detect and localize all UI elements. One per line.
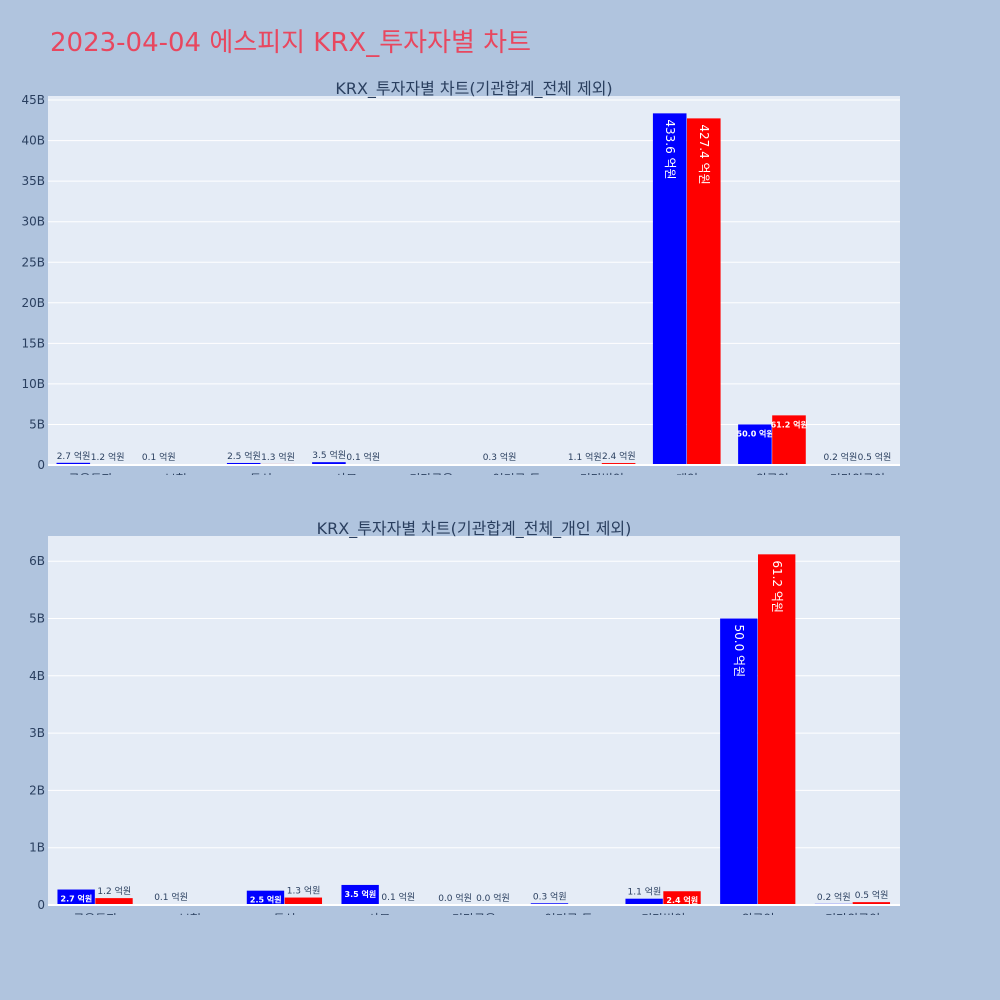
bar (226, 462, 261, 465)
data-label: 2.5 억원 (250, 895, 282, 905)
data-label: 0.1 억원 (381, 891, 415, 903)
data-label: 1.2 억원 (91, 451, 125, 463)
y-tick-label: 0 (37, 458, 45, 472)
data-label: 2.4 억원 (666, 895, 698, 905)
x-tick-label: 보험 (179, 912, 201, 915)
data-label: 2.7 억원 (57, 450, 91, 462)
data-label: 0.0 억원 (438, 892, 472, 904)
chart-all-excl-institution: 0 5B 10B 15B 20B 25B 30B 35B 40B 45B KRX_투자자별 차트(기… (21, 79, 900, 475)
y-tick-label: 10B (21, 377, 45, 391)
bar (56, 462, 91, 465)
data-label: 1.3 억원 (261, 451, 295, 463)
x-tick-label: 사모 (335, 472, 357, 475)
plot-area (48, 96, 900, 465)
data-label: 1.1 억원 (568, 451, 602, 463)
bar (652, 113, 687, 465)
data-label: 1.1 억원 (628, 886, 662, 898)
data-label: 50.0 억원 (737, 428, 774, 438)
data-label: 1.3 억원 (287, 885, 321, 897)
y-tick-label: 2B (29, 783, 45, 797)
bar (341, 884, 379, 905)
bar (246, 890, 285, 905)
data-label: 0.5 억원 (858, 451, 892, 463)
x-tick-label: 투신 (250, 472, 272, 475)
chart-title: KRX_투자자별 차트(기관합계_전체 제외) (335, 79, 612, 99)
x-tick-label: 기타외국인 (825, 912, 880, 915)
x-tick-label: 연기금 등 (493, 472, 541, 475)
y-tick-label: 3B (29, 726, 45, 740)
y-tick-label: 0 (37, 898, 45, 912)
y-tick-label: 1B (29, 841, 45, 855)
data-label: 0.1 억원 (154, 891, 188, 903)
data-label: 2.7 억원 (61, 894, 93, 904)
data-label: 0.3 억원 (483, 451, 517, 463)
x-tick-label: 보험 (165, 472, 187, 475)
x-tick-label: 사모 (368, 912, 390, 915)
data-label: 50.0 억원 (732, 625, 746, 678)
bar (95, 898, 133, 905)
bar (852, 902, 891, 905)
bar (663, 891, 701, 905)
bar (57, 889, 95, 905)
x-tick-label: 기타외국인 (830, 472, 885, 475)
x-tick-label: 금융투자 (69, 472, 113, 475)
data-label: 2.4 억원 (602, 450, 636, 462)
bar (312, 462, 346, 465)
bar (758, 554, 796, 905)
data-label: 2.5 억원 (227, 450, 261, 462)
page-title: 2023-04-04 에스피지 KRX_투자자별 차트 (50, 28, 532, 58)
bar (284, 897, 323, 905)
x-tick-label: 연기금 등 (545, 912, 593, 915)
bar (625, 898, 663, 905)
y-tick-label: 20B (21, 296, 45, 310)
x-tick-label: 개인 (676, 472, 698, 475)
y-tick-label: 35B (21, 174, 45, 188)
x-tick-label: 기타법인 (641, 912, 685, 915)
data-label: 3.5 억원 (345, 889, 377, 899)
x-tick-label: 금융투자 (73, 912, 117, 915)
data-label: 0.0 억원 (476, 892, 510, 904)
data-label: 0.2 억원 (817, 891, 851, 903)
data-label: 433.6 억원 (663, 119, 677, 179)
chart-excl-individual: 0 1B 2B 3B 4B 5B 6B KRX_투자자별 차트(기관합계_전체_개인 제외) 금… (29, 519, 900, 915)
data-label: 0.1 억원 (346, 451, 380, 463)
x-tick-label: 외국인 (756, 472, 789, 475)
x-tick-label: 외국인 (741, 912, 774, 915)
x-tick-label: 기타금융 (452, 912, 496, 915)
x-tick-label: 기타법인 (580, 472, 624, 475)
y-tick-label: 25B (21, 255, 45, 269)
bar (738, 424, 772, 465)
y-tick-label: 5B (29, 612, 45, 626)
bar (687, 118, 721, 465)
bar (720, 618, 758, 905)
y-tick-label: 15B (21, 336, 45, 350)
y-tick-label: 6B (29, 554, 45, 568)
bar (772, 415, 806, 465)
chart-title: KRX_투자자별 차트(기관합계_전체_개인 제외) (317, 519, 632, 539)
data-label: 0.1 억원 (142, 451, 176, 463)
y-tick-label: 45B (21, 93, 45, 107)
data-label: 0.3 억원 (533, 890, 567, 902)
data-label: 0.5 억원 (855, 889, 889, 901)
y-tick-label: 30B (21, 215, 45, 229)
data-label: 61.2 억원 (770, 560, 784, 613)
y-tick-label: 4B (29, 669, 45, 683)
data-label: 0.2 억원 (823, 451, 857, 463)
x-tick-label: 기타금융 (409, 472, 453, 475)
data-label: 1.2 억원 (97, 885, 131, 897)
y-tick-label: 40B (21, 134, 45, 148)
data-label: 427.4 억원 (697, 124, 711, 184)
data-label: 61.2 억원 (771, 419, 808, 429)
y-tick-label: 5B (29, 417, 45, 431)
data-label: 3.5 억원 (312, 449, 346, 461)
x-tick-label: 투신 (274, 912, 296, 915)
